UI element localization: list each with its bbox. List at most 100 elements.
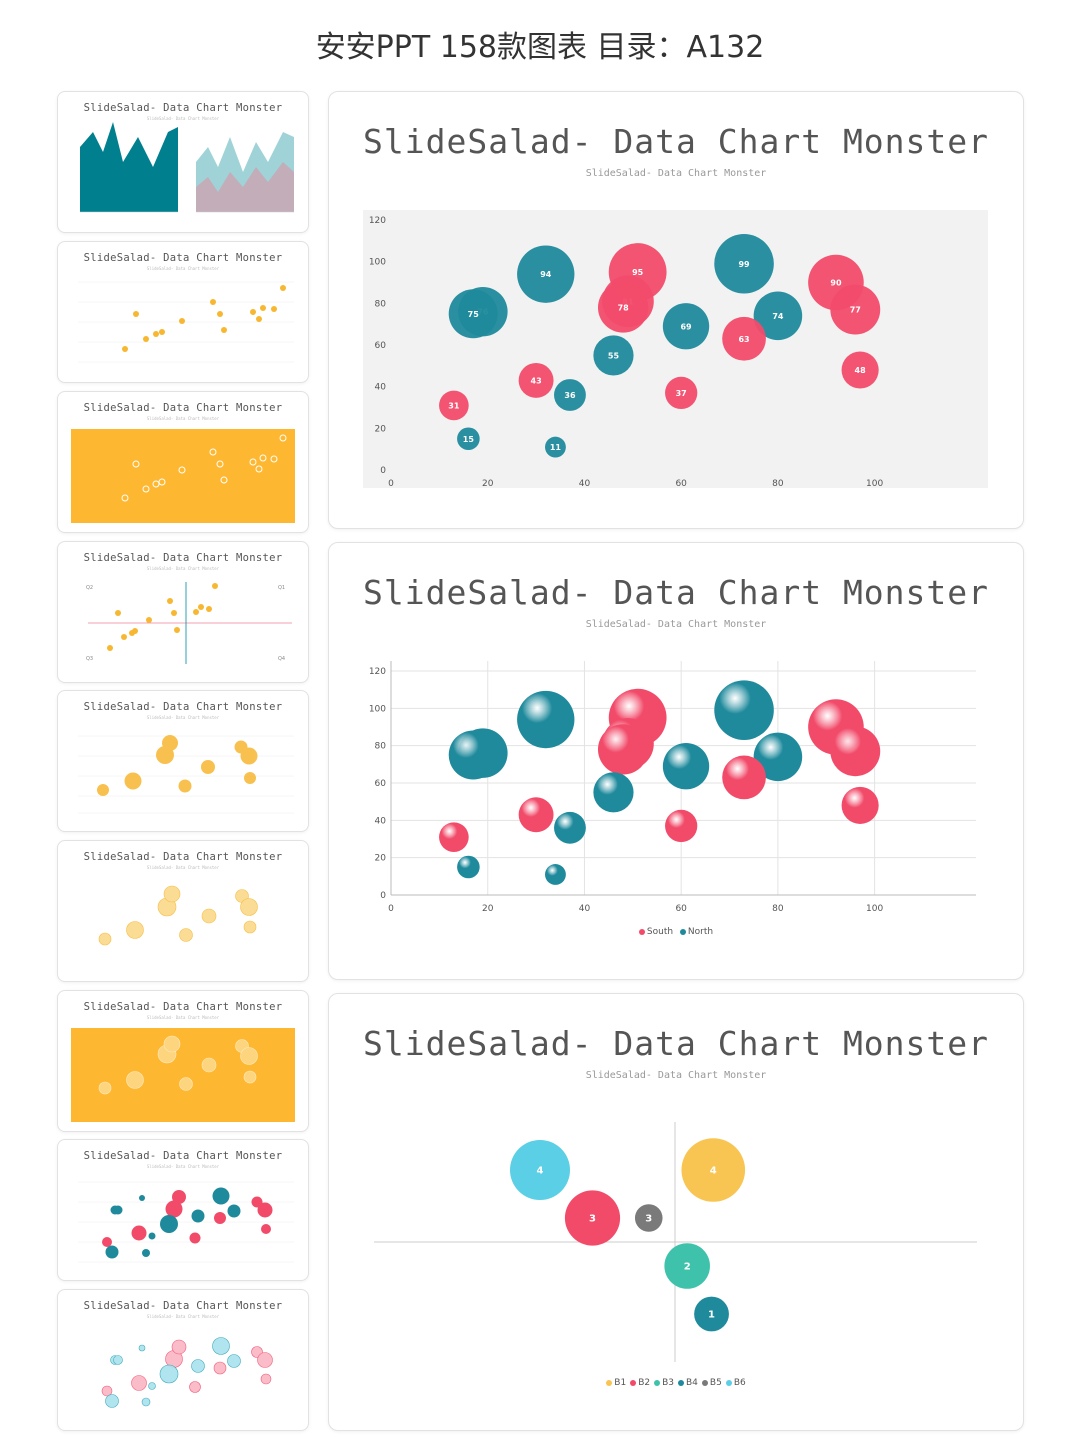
panel-flat-bubble[interactable]: SlideSalad- Data Chart Monster SlideSala… (328, 91, 1024, 529)
bubble-north (593, 772, 634, 813)
thumbnail-9[interactable]: SlideSalad- Data Chart Monster SlideSala… (57, 1289, 309, 1431)
scatter-point (249, 458, 257, 466)
thumbnail-chart-bubble-teal-red (78, 1181, 294, 1263)
scatter-point (212, 583, 218, 589)
bubble-label: 15 (463, 435, 475, 444)
bubble (139, 1195, 145, 1201)
bubble (179, 1077, 193, 1091)
thumbnail-2[interactable]: SlideSalad- Data Chart Monster SlideSala… (57, 241, 309, 383)
x-tick-label: 0 (388, 904, 394, 914)
bubble (214, 1212, 226, 1224)
bubble-label: 31 (448, 401, 460, 410)
scatter-point (280, 285, 286, 291)
bubble (189, 1232, 201, 1244)
scatter-point (153, 331, 159, 337)
page-title: 安安PPT 158款图表 目录：A132 (315, 30, 765, 65)
scatter-point (279, 434, 287, 442)
thumbnail-8[interactable]: SlideSalad- Data Chart Monster SlideSala… (57, 1139, 309, 1281)
thumbnail-title: SlideSalad- Data Chart Monster (83, 1300, 283, 1312)
x-tick-label: 100 (866, 904, 883, 914)
bubble-south (841, 351, 879, 389)
bubble-south (722, 755, 766, 800)
bubble-south (439, 822, 469, 852)
bubble-b6 (510, 1140, 570, 1200)
legend-item-b6[interactable]: B6 (725, 1378, 746, 1388)
bubble (171, 1339, 187, 1355)
scatter-point (132, 460, 140, 468)
legend-item-b3[interactable]: B3 (654, 1378, 674, 1388)
thumbnail-6[interactable]: SlideSalad- Data Chart Monster SlideSala… (57, 840, 309, 982)
scatter-point (107, 645, 113, 651)
scatter-point (121, 634, 127, 640)
bubble-label: 95 (632, 268, 644, 277)
bubble (97, 784, 109, 796)
scatter-point (122, 346, 128, 352)
thumbnail-5[interactable]: SlideSalad- Data Chart Monster SlideSala… (57, 690, 309, 832)
quadrant-label-q3: Q3 (86, 656, 93, 662)
bubble-north (714, 233, 774, 294)
legend-dot (701, 1379, 708, 1386)
chart-subtitle: SlideSalad- Data Chart Monster (585, 168, 767, 179)
thumbnail-subtitle: SlideSalad- Data Chart Monster (146, 566, 220, 571)
scatter-point (178, 466, 186, 474)
bubble-b2 (564, 1190, 621, 1246)
bubble (257, 1202, 273, 1218)
legend-item-north[interactable]: North (679, 927, 713, 937)
scatter-point (260, 305, 266, 311)
bubble-label: 3 (589, 1214, 596, 1225)
thumbnail-subtitle: SlideSalad- Data Chart Monster (146, 865, 220, 870)
x-tick-label: 100 (866, 479, 883, 489)
bubble-north (554, 811, 586, 844)
thumbnail-7[interactable]: SlideSalad- Data Chart Monster SlideSala… (57, 990, 309, 1132)
legend-item-b5[interactable]: B5 (701, 1378, 722, 1388)
legend-item-b2[interactable]: B2 (630, 1378, 650, 1388)
bubble (212, 1187, 230, 1205)
thumbnail-3[interactable]: SlideSalad- Data Chart Monster SlideSala… (57, 391, 309, 533)
bubble-north (554, 379, 586, 411)
bubble-label: 37 (676, 389, 687, 398)
thumbnail-title: SlideSalad- Data Chart Monster (83, 252, 283, 264)
legend-item-b1[interactable]: B1 (606, 1378, 626, 1388)
bubble-label: 36 (564, 391, 576, 400)
bubble (101, 1385, 113, 1397)
thumbnail-subtitle: SlideSalad- Data Chart Monster (146, 715, 220, 720)
thumbnail-chart-quadrant: Q2 Q1 Q3 Q4 (86, 582, 292, 664)
bubble-north (753, 732, 803, 782)
legend-item-south[interactable]: South (638, 927, 674, 937)
bubble (165, 1200, 183, 1218)
scatter-point (210, 299, 216, 305)
bubble-label: 11 (550, 443, 562, 452)
chart-subtitle: SlideSalad- Data Chart Monster (585, 619, 767, 630)
thumbnail-title: SlideSalad- Data Chart Monster (83, 402, 283, 414)
bubble-south (665, 376, 698, 410)
y-tick-label: 0 (380, 466, 386, 476)
bubble-b4 (634, 1204, 663, 1232)
thumbnail-1[interactable]: SlideSalad- Data Chart Monster SlideSala… (57, 91, 309, 233)
bubble (201, 1057, 217, 1073)
bubble-label: 1 (708, 1310, 715, 1321)
bubble-south (841, 786, 879, 824)
y-tick-label: 120 (369, 667, 386, 677)
thumbnail-title: SlideSalad- Data Chart Monster (83, 851, 283, 863)
thumbnail-chart-area (80, 122, 294, 213)
bubble (179, 928, 193, 942)
bubble-label: 3 (645, 1214, 652, 1225)
bubble (201, 760, 215, 774)
panel-quadrant-bubble[interactable]: SlideSalad- Data Chart Monster SlideSala… (328, 993, 1024, 1431)
bubble (124, 772, 142, 790)
thumbnail-chart-bubble-orange-bg (71, 1028, 295, 1122)
bubble (98, 1081, 112, 1095)
bubble (191, 1209, 205, 1223)
bubble (105, 1245, 119, 1259)
scatter-point (198, 604, 204, 610)
thumbnail-4[interactable]: SlideSalad- Data Chart Monster SlideSala… (57, 541, 309, 683)
bubble (240, 898, 258, 916)
legend-label: South (646, 927, 674, 937)
panel-3d-bubble[interactable]: SlideSalad- Data Chart Monster SlideSala… (328, 542, 1024, 980)
bubble (227, 1204, 241, 1218)
bubble-label: 90 (830, 279, 842, 288)
scatter-point (270, 455, 278, 463)
chart-legend: B1 B2 B3 B4 B5 B6 (329, 1378, 1023, 1388)
legend-item-b4[interactable]: B4 (678, 1378, 698, 1388)
thumbnail-subtitle: SlideSalad- Data Chart Monster (146, 116, 220, 121)
